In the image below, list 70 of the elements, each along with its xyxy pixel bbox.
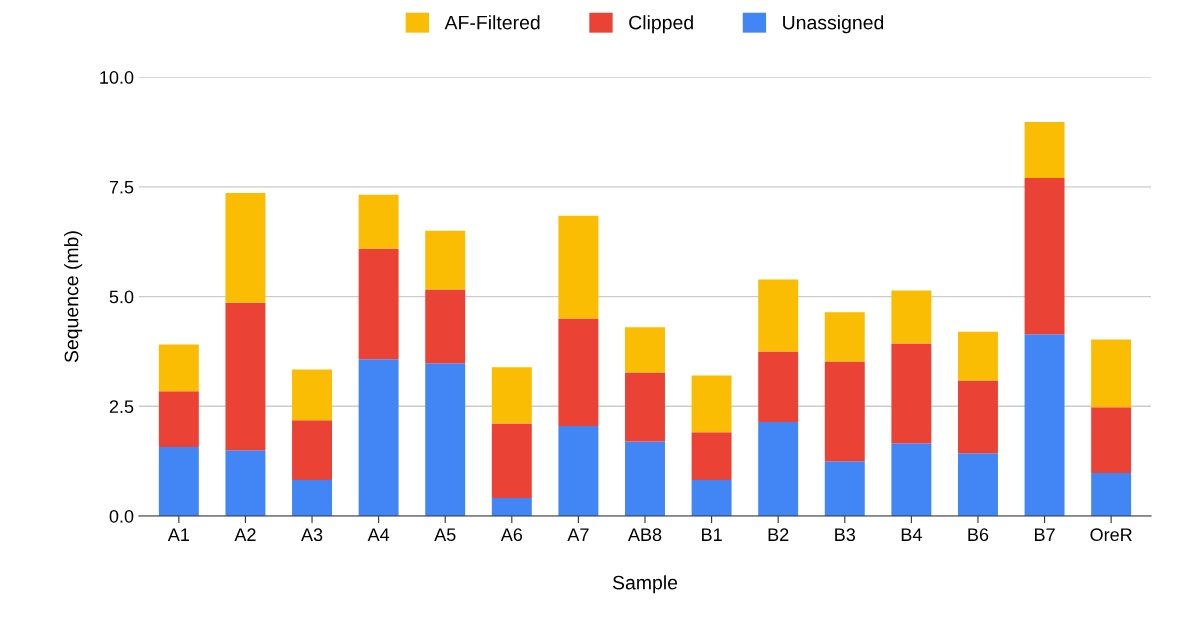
- y-axis-title: Sequence (mb): [64, 231, 83, 363]
- bar: [558, 318, 599, 427]
- bar: [824, 312, 865, 362]
- y-tick-label: 5.0: [109, 290, 134, 304]
- x-tick-label: B7: [1035, 528, 1055, 541]
- bar: [558, 215, 599, 319]
- x-tick-label: B6: [968, 528, 989, 542]
- x-tick-label: A4: [367, 528, 390, 541]
- x-tick-label: AB8: [627, 528, 662, 542]
- bar: [1024, 334, 1065, 517]
- bar: [491, 423, 532, 499]
- bar: [758, 422, 799, 517]
- bar: [425, 230, 466, 290]
- legend-label: Unassigned: [783, 15, 884, 34]
- bar: [758, 351, 799, 423]
- bar: [491, 498, 532, 517]
- x-tick-label: B1: [702, 528, 722, 541]
- bar: [891, 290, 932, 344]
- bar: [225, 450, 266, 517]
- bar: [625, 327, 665, 373]
- bar: [158, 391, 199, 448]
- bar: [358, 359, 399, 517]
- bar: [957, 453, 998, 517]
- bar: [891, 443, 932, 517]
- bar: [358, 248, 399, 360]
- bar: [558, 426, 599, 517]
- bar: [1091, 339, 1132, 408]
- bar: [1024, 178, 1065, 335]
- bar: [625, 372, 665, 442]
- x-tick-label: OreR: [1090, 528, 1132, 542]
- x-tick-label: A6: [500, 528, 523, 542]
- bar: [824, 361, 865, 462]
- bar: [957, 380, 998, 454]
- bar: [491, 367, 532, 424]
- bar: [625, 441, 665, 517]
- bar: [891, 343, 932, 444]
- bar: [158, 447, 199, 517]
- x-tick-label: A1: [167, 528, 189, 541]
- y-tick-label: 0.0: [109, 509, 134, 523]
- bar: [292, 369, 333, 421]
- bar: [758, 279, 799, 352]
- y-tick-label: 7.5: [109, 180, 134, 194]
- legend-label: Clipped: [629, 15, 693, 34]
- bar: [225, 192, 266, 303]
- x-tick-label: A7: [567, 528, 589, 541]
- bar: [425, 289, 466, 364]
- bar: [358, 194, 399, 249]
- bar: [1024, 121, 1065, 179]
- x-tick-label: B3: [835, 528, 856, 542]
- y-tick-label: 10.0: [100, 71, 134, 84]
- bar: [158, 344, 199, 392]
- x-tick-label: B4: [901, 528, 922, 541]
- bar: [691, 375, 732, 433]
- bar: [957, 331, 998, 381]
- bar: [1091, 473, 1132, 517]
- bar: [292, 420, 333, 481]
- x-tick-label: A3: [301, 528, 323, 542]
- x-tick-label: A5: [434, 528, 456, 542]
- x-axis-title: Sample: [612, 575, 678, 594]
- y-tick-label: 2.5: [109, 400, 134, 414]
- bar: [1091, 407, 1132, 474]
- x-tick-label: B2: [768, 528, 789, 541]
- bar: [691, 480, 732, 517]
- bar: [225, 302, 266, 451]
- x-tick-label: A2: [234, 528, 256, 541]
- bar: [425, 363, 466, 517]
- bar: [292, 480, 333, 517]
- legend-label: AF-Filtered: [444, 15, 540, 30]
- bar: [691, 432, 732, 481]
- bar: [824, 461, 865, 517]
